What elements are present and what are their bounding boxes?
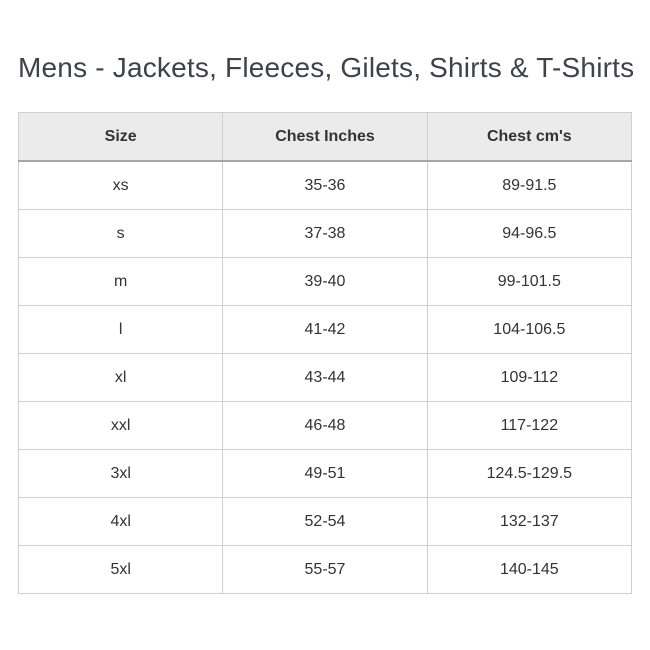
size-cell: 5xl xyxy=(17,545,224,594)
chest-inches-cell: 39-40 xyxy=(222,257,428,306)
chest-inches-cell: 35-36 xyxy=(222,160,428,210)
table-row: l 41-42 104-106.5 xyxy=(17,305,633,354)
chest-cm-cell: 89-91.5 xyxy=(426,160,633,210)
table-header: Size Chest Inches Chest cm's xyxy=(17,112,633,162)
size-cell: xxl xyxy=(17,401,224,450)
table-body: xs 35-36 89-91.5 s 37-38 94-96.5 m 39-40… xyxy=(17,160,633,594)
size-chart-table: Size Chest Inches Chest cm's xs 35-36 89… xyxy=(17,112,633,594)
size-cell: s xyxy=(17,209,224,258)
table-row: 5xl 55-57 140-145 xyxy=(17,545,633,594)
chest-inches-cell: 49-51 xyxy=(222,449,428,498)
table-row: 3xl 49-51 124.5-129.5 xyxy=(17,449,633,498)
size-cell: m xyxy=(17,257,224,306)
chest-cm-cell: 109-112 xyxy=(426,353,633,402)
chest-inches-cell: 55-57 xyxy=(222,545,428,594)
page-title: Mens - Jackets, Fleeces, Gilets, Shirts … xyxy=(18,52,635,83)
column-header-chest-inches: Chest Inches xyxy=(222,112,428,162)
table-row: xxl 46-48 117-122 xyxy=(17,401,633,450)
size-cell: l xyxy=(17,305,224,354)
chest-inches-cell: 46-48 xyxy=(222,401,428,450)
column-header-size: Size xyxy=(17,112,224,162)
chest-cm-cell: 140-145 xyxy=(426,545,633,594)
chest-inches-cell: 43-44 xyxy=(222,353,428,402)
chest-cm-cell: 104-106.5 xyxy=(426,305,633,354)
chest-inches-cell: 41-42 xyxy=(222,305,428,354)
table-row: xs 35-36 89-91.5 xyxy=(17,160,633,210)
table-row: 4xl 52-54 132-137 xyxy=(17,497,633,546)
chest-cm-cell: 94-96.5 xyxy=(426,209,633,258)
chest-inches-cell: 52-54 xyxy=(222,497,428,546)
size-cell: xl xyxy=(17,353,224,402)
chest-cm-cell: 117-122 xyxy=(426,401,633,450)
chest-cm-cell: 132-137 xyxy=(426,497,633,546)
chest-inches-cell: 37-38 xyxy=(222,209,428,258)
size-cell: 3xl xyxy=(17,449,224,498)
header-row: Size Chest Inches Chest cm's xyxy=(17,112,633,162)
size-cell: 4xl xyxy=(17,497,224,546)
column-header-chest-cm: Chest cm's xyxy=(426,112,633,162)
size-cell: xs xyxy=(17,160,224,210)
chest-cm-cell: 124.5-129.5 xyxy=(426,449,633,498)
table-row: xl 43-44 109-112 xyxy=(17,353,633,402)
chest-cm-cell: 99-101.5 xyxy=(426,257,633,306)
table-row: m 39-40 99-101.5 xyxy=(17,257,633,306)
table-row: s 37-38 94-96.5 xyxy=(17,209,633,258)
